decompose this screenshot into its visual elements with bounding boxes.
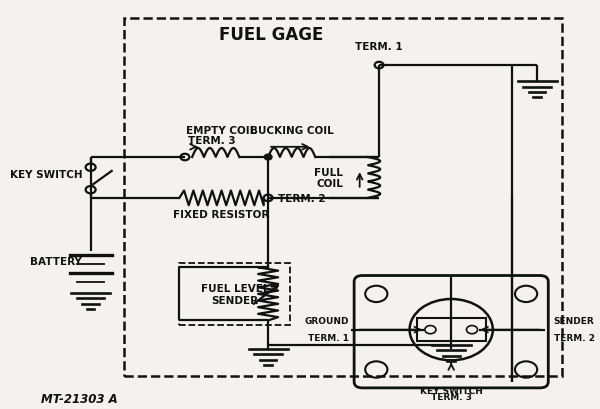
Text: EMPTY COIL: EMPTY COIL <box>186 125 256 135</box>
Text: SENDER: SENDER <box>554 316 595 325</box>
Bar <box>416 319 486 341</box>
Text: TERM. 3: TERM. 3 <box>431 392 472 401</box>
Text: GROUND: GROUND <box>304 316 349 325</box>
Text: KEY SWITCH: KEY SWITCH <box>10 170 82 180</box>
Circle shape <box>264 155 272 160</box>
Text: MT-21303 A: MT-21303 A <box>41 392 118 405</box>
Text: FULL
COIL: FULL COIL <box>314 167 343 189</box>
Text: BUCKING COIL: BUCKING COIL <box>250 125 334 135</box>
Text: FIXED RESISTOR: FIXED RESISTOR <box>173 210 270 220</box>
Bar <box>124 19 562 376</box>
Text: SENDER: SENDER <box>211 295 259 305</box>
Text: TERM. 2: TERM. 2 <box>554 333 595 342</box>
Bar <box>179 264 290 325</box>
Text: TERM. 2: TERM. 2 <box>278 193 326 203</box>
Text: TERM. 1: TERM. 1 <box>308 333 349 342</box>
Text: FUEL LEVEL: FUEL LEVEL <box>200 283 269 293</box>
Text: FUEL GAGE: FUEL GAGE <box>219 26 323 44</box>
Text: TERM. 3: TERM. 3 <box>188 135 235 145</box>
Text: KEY SWITCH: KEY SWITCH <box>420 386 482 395</box>
Text: TERM. 1: TERM. 1 <box>355 42 403 52</box>
Text: BATTERY: BATTERY <box>31 256 82 267</box>
